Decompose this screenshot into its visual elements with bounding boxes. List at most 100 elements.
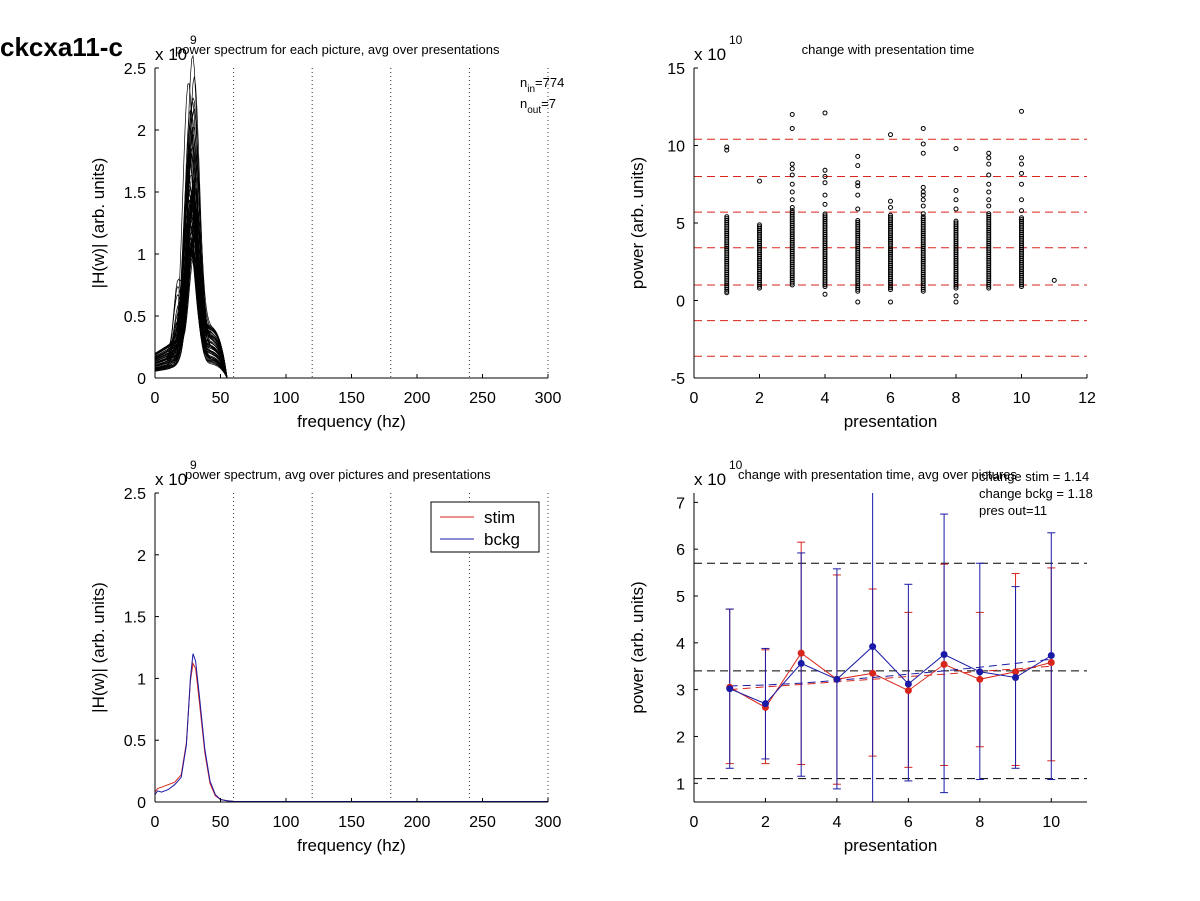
p2-data-point [888, 212, 893, 218]
p1-spectrum-line [154, 82, 548, 379]
p2-outlier-point [920, 141, 926, 147]
p2-outlier-point [789, 125, 795, 131]
p1-spectrum-line [154, 199, 548, 379]
p1-ytick-label: 1.5 [124, 185, 146, 202]
p4-annotation: change bckg = 1.18 [979, 486, 1093, 501]
p4-stim-marker [1047, 658, 1055, 666]
p1-multiplier: x 10 [155, 45, 187, 64]
p2-outlier-point [888, 299, 893, 305]
p2-data-point [789, 208, 795, 214]
p1-spectrum-line [154, 153, 548, 379]
p2-ytick-label: 0 [676, 294, 685, 311]
p3-series-bckg-line [154, 653, 548, 802]
p4-ylabel: power (arb. units) [628, 581, 647, 713]
p2-outlier-point [986, 161, 992, 167]
p2-data-point [822, 213, 828, 219]
p2-outlier-point [1019, 161, 1024, 167]
p2-outlier-point [822, 291, 828, 297]
p2-outlier-point [757, 178, 762, 184]
p1-xtick-label: 300 [535, 390, 562, 407]
p2-outlier-point [920, 184, 926, 190]
p2-outlier-point [920, 150, 926, 156]
p2-outlier-point [855, 163, 861, 169]
p2-outlier-point [953, 206, 959, 212]
p2-outlier-point [953, 197, 959, 203]
p4-stim-marker [940, 660, 948, 668]
p2-outlier-point [855, 299, 861, 305]
p2-outlier-point [855, 183, 861, 189]
p2-data-point [1019, 217, 1024, 223]
p4-xtick-label: 4 [832, 814, 841, 831]
p4-stim-marker [797, 649, 805, 657]
p3-xtick-label: 250 [469, 814, 496, 831]
p4-plot-group [694, 493, 1087, 802]
p4-stim-trend-line [729, 665, 1052, 691]
p3-legend-label-stim: stim [484, 508, 515, 527]
p1-ylabel: |H(w)| (arb. units) [89, 158, 108, 289]
p4-bckg-marker [940, 651, 948, 659]
p4-bckg-marker [869, 643, 877, 651]
p2-outlier-point [986, 197, 992, 203]
p2-data-point [855, 219, 861, 225]
p1-multiplier-exponent: 9 [190, 33, 197, 47]
p1-spectrum-line [154, 231, 548, 379]
p2-data-point [953, 220, 959, 226]
p2-outlier-point [953, 293, 959, 299]
p4-ytick-label: 4 [676, 636, 685, 653]
p2-outlier-point [1019, 197, 1024, 203]
p4-multiplier: x 10 [694, 470, 726, 489]
p2-outlier-point [888, 205, 893, 210]
p2-data-point [953, 218, 959, 224]
p1-ytick-label: 0.5 [124, 309, 146, 326]
p2-data-point [724, 216, 730, 222]
p2-outlier-point [1019, 170, 1024, 176]
p2-outlier-point [855, 206, 861, 212]
p2-ylabel: power (arb. units) [628, 157, 647, 289]
p4-title: change with presentation time, avg over … [738, 467, 1017, 482]
figure-title: ckcxa11-c [0, 32, 123, 62]
p1-spectrum-line [154, 237, 548, 379]
p4-xlabel: presentation [844, 836, 938, 855]
p2-outlier-point [789, 205, 795, 210]
p4-ytick-label: 1 [676, 776, 685, 793]
p4-annotation: pres out=11 [979, 503, 1047, 518]
p4-xtick-label: 2 [761, 814, 770, 831]
p2-outlier-point [822, 180, 828, 186]
p2-outlier-point [789, 161, 795, 167]
p4-bckg-marker [833, 675, 841, 683]
p2-data-point [822, 211, 828, 217]
p2-outlier-point [986, 203, 992, 209]
p1-ytick-label: 0 [137, 371, 146, 388]
p2-xtick-label: 6 [886, 390, 895, 407]
p3-axes: 0 50 100 150 200 250 300 0 0.5 1 1.5 2 2.5 frequency … [89, 458, 561, 855]
p4-ytick-label: 3 [676, 683, 685, 700]
p2-data-point [724, 214, 730, 220]
p3-xtick-label: 150 [338, 814, 365, 831]
p4-annotation: change stim = 1.14 [979, 469, 1089, 484]
p3-legend: stim bckg [430, 501, 540, 553]
p3-ytick-label: 1.5 [124, 610, 146, 627]
p2-outlier-point [724, 147, 730, 153]
p4-stim-marker [1012, 668, 1020, 676]
p2-xtick-label: 8 [952, 390, 961, 407]
p1-spectrum-line [154, 197, 548, 379]
p2-ytick-label: 15 [667, 61, 685, 78]
p3-legend-box [430, 501, 540, 553]
p2-data-point [920, 216, 926, 222]
p2-data-point [986, 213, 992, 219]
p4-xtick-label: 10 [1042, 814, 1060, 831]
p4-stim-mean-line [729, 652, 1052, 709]
p2-outlier-point [789, 189, 795, 195]
p2-outlier-point [1019, 208, 1024, 214]
p2-outlier-point [855, 192, 861, 198]
p2-outlier-point [986, 155, 992, 161]
p3-xtick-label: 100 [273, 814, 300, 831]
p2-outlier-point [855, 180, 861, 186]
p2-outlier-point [822, 167, 828, 173]
p4-bckg-marker [726, 685, 734, 693]
p1-spectrum-line [154, 237, 548, 379]
p4-bckg-marker [797, 659, 805, 667]
p4-xtick-label: 0 [690, 814, 699, 831]
p2-outlier-point [724, 290, 730, 296]
